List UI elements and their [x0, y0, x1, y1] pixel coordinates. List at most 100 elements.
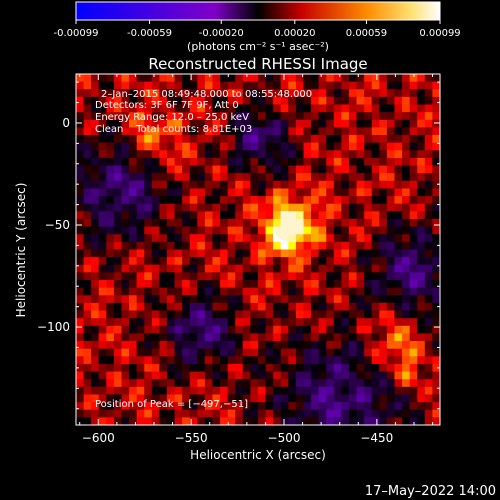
heatmap-cell — [242, 104, 251, 113]
heatmap-cell — [326, 89, 335, 98]
heatmap-cell — [167, 363, 175, 372]
heatmap-cell — [197, 280, 206, 289]
heatmap-cell — [318, 379, 327, 388]
heatmap-cell — [424, 325, 433, 334]
heatmap-cell — [402, 180, 411, 189]
heatmap-cell — [409, 119, 418, 128]
heatmap-cell — [182, 74, 191, 83]
heatmap-cell — [204, 157, 213, 166]
heatmap-cell — [341, 310, 350, 319]
heatmap-cell — [273, 409, 282, 418]
heatmap-cell — [379, 341, 388, 350]
heatmap-cell — [417, 234, 426, 243]
heatmap-cell — [121, 417, 130, 426]
heatmap-cell — [333, 417, 342, 426]
heatmap-cell — [326, 234, 335, 243]
heatmap-cell — [242, 165, 251, 174]
heatmap-cell — [318, 386, 327, 395]
heatmap-cell — [273, 203, 282, 212]
heatmap-cell — [167, 226, 175, 235]
heatmap-cell — [432, 417, 441, 426]
heatmap-cell — [167, 119, 175, 128]
heatmap-cell — [250, 241, 259, 250]
heatmap-cell — [106, 165, 115, 174]
heatmap-cell — [356, 417, 365, 426]
heatmap-cell — [311, 333, 320, 342]
heatmap-cell — [197, 371, 206, 380]
heatmap-cell — [151, 356, 160, 365]
heatmap-cell — [394, 264, 403, 273]
heatmap-cell — [220, 157, 229, 166]
heatmap-cell — [318, 226, 327, 235]
heatmap-cell — [151, 180, 160, 189]
heatmap-cell — [273, 180, 282, 189]
heatmap-cell — [144, 135, 153, 144]
heatmap-cell — [417, 341, 426, 350]
heatmap-cell — [333, 157, 342, 166]
heatmap-cell — [295, 150, 304, 159]
heatmap-cell — [424, 188, 433, 197]
heatmap-cell — [295, 74, 304, 83]
heatmap-cell — [227, 249, 236, 258]
heatmap-cell — [106, 96, 115, 105]
heatmap-cell — [288, 74, 297, 83]
heatmap-cell — [212, 402, 221, 411]
heatmap-cell — [364, 318, 373, 327]
heatmap-cell — [349, 302, 357, 311]
heatmap-cell — [273, 226, 282, 235]
heatmap-cell — [326, 257, 335, 266]
heatmap-cell — [288, 180, 297, 189]
heatmap-cell — [235, 272, 244, 281]
heatmap-cell — [417, 249, 426, 258]
heatmap-cell — [417, 96, 426, 105]
heatmap-cell — [288, 135, 297, 144]
heatmap-cell — [349, 234, 357, 243]
heatmap-cell — [364, 394, 373, 403]
heatmap-cell — [288, 196, 297, 205]
heatmap-cell — [295, 257, 304, 266]
heatmap-cell — [273, 112, 282, 121]
heatmap-cell — [273, 142, 282, 151]
heatmap-cell — [402, 96, 411, 105]
heatmap-cell — [174, 379, 183, 388]
heatmap-cell — [424, 165, 433, 174]
heatmap-cell — [311, 188, 320, 197]
heatmap-cell — [167, 157, 175, 166]
heatmap-cell — [394, 417, 403, 426]
heatmap-cell — [182, 226, 191, 235]
heatmap-cell — [318, 135, 327, 144]
heatmap-cell — [311, 325, 320, 334]
heatmap-cell — [76, 394, 84, 403]
heatmap-cell — [204, 417, 213, 426]
heatmap-cell — [227, 89, 236, 98]
heatmap-cell — [151, 386, 160, 395]
heatmap-cell — [129, 234, 138, 243]
heatmap-cell — [432, 264, 441, 273]
heatmap-cell — [280, 196, 289, 205]
heatmap-cell — [121, 333, 130, 342]
heatmap-cell — [106, 135, 115, 144]
heatmap-cell — [424, 173, 433, 182]
heatmap-cell — [250, 81, 259, 90]
heatmap-cell — [212, 89, 221, 98]
heatmap-cell — [98, 188, 107, 197]
heatmap-cell — [409, 74, 418, 83]
heatmap-cell — [167, 287, 175, 296]
heatmap-cell — [402, 203, 411, 212]
heatmap-cell — [106, 112, 115, 121]
heatmap-cell — [182, 318, 191, 327]
heatmap-cell — [106, 394, 115, 403]
heatmap-cell — [136, 74, 145, 83]
peak-halo — [274, 212, 305, 243]
heatmap-cell — [121, 89, 130, 98]
heatmap-cell — [288, 287, 297, 296]
heatmap-cell — [417, 409, 426, 418]
heatmap-cell — [280, 150, 289, 159]
heatmap-cell — [204, 341, 213, 350]
heatmap-cell — [98, 135, 107, 144]
heatmap-cell — [189, 348, 198, 357]
heatmap-cell — [113, 257, 122, 266]
heatmap-cell — [288, 348, 297, 357]
heatmap-cell — [386, 386, 395, 395]
heatmap-cell — [424, 295, 433, 304]
